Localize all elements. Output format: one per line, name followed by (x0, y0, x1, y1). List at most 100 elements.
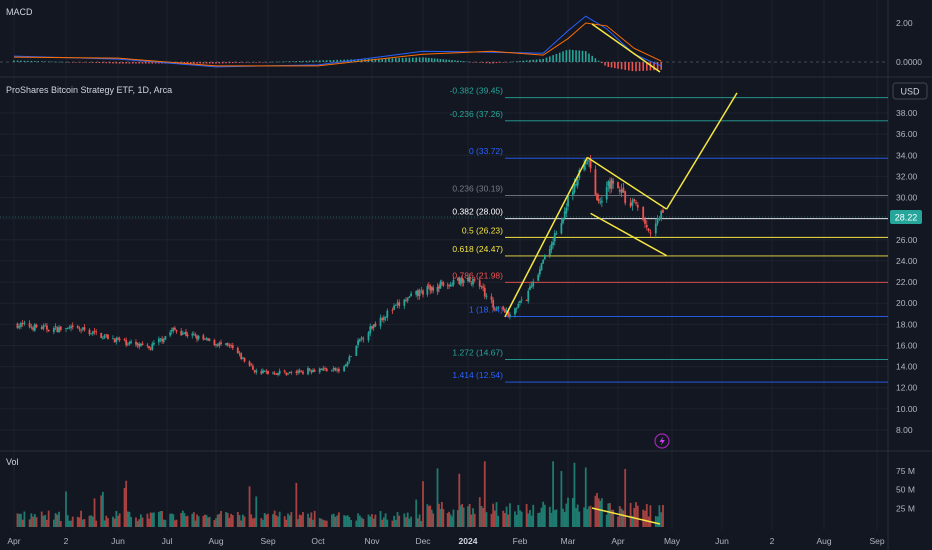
time-axis[interactable]: Apr 2 Jun Jul Aug Sep Oct Nov Dec 2024 Feb Mar Apr Ma… (7, 536, 884, 546)
candle-body (537, 274, 540, 281)
candle-body (262, 370, 264, 374)
volume-bar (571, 498, 574, 527)
candle-body (490, 296, 493, 300)
candle-body (175, 330, 178, 332)
time-tick-label: Feb (513, 536, 528, 546)
time-tick-label: Jul (162, 536, 173, 546)
candle-body (149, 348, 152, 350)
candle-body (588, 160, 590, 162)
candle-body (202, 335, 205, 340)
volume-bar (379, 511, 382, 527)
volume-bar (394, 520, 397, 527)
volume-bar (230, 513, 232, 527)
macd-histogram-bar (315, 60, 318, 62)
candle-body (553, 233, 556, 242)
macd-tick-label: 2.00 (896, 18, 913, 28)
lightning-icon[interactable] (654, 433, 670, 449)
macd-histogram-bar (357, 59, 359, 62)
volume-bar (170, 513, 173, 527)
volume-bar (169, 513, 172, 527)
candle-body (186, 334, 189, 336)
candle-body (607, 181, 610, 187)
candle-body (213, 340, 216, 346)
volume-bar (320, 518, 323, 527)
candle-body (183, 332, 186, 334)
candle-body (252, 366, 254, 370)
volume-bar (542, 501, 545, 527)
candle-body (538, 269, 541, 275)
volume-bar (334, 516, 337, 527)
macd-tick-label: 0.0000 (896, 57, 922, 67)
volume-bar (185, 516, 187, 527)
volume-bar (422, 481, 424, 527)
candle-body (461, 277, 464, 283)
volume-bar (81, 519, 84, 527)
price-tick-label: 12.00 (896, 383, 918, 393)
volume-bar (480, 506, 483, 527)
candle-body (275, 374, 278, 375)
candle-body (449, 285, 452, 287)
candle-body (656, 217, 659, 224)
candle-body (23, 322, 26, 324)
volume-bar (635, 502, 637, 527)
macd-histogram-bar (371, 58, 373, 62)
macd-histogram-bar (535, 59, 538, 62)
price-tick-label: 32.00 (896, 171, 918, 181)
candle-body (372, 324, 375, 328)
macd-histogram-bar (30, 60, 33, 62)
candle-body (218, 342, 221, 346)
volume-bar (253, 517, 256, 527)
candle-body (81, 327, 84, 330)
price-tick-label: 38.00 (896, 108, 918, 118)
volume-bar (538, 512, 541, 527)
volume-bar (515, 514, 518, 527)
volume-bar (295, 482, 298, 527)
macd-histogram-bar (16, 60, 19, 62)
volume-bar (348, 516, 351, 527)
candle-body (452, 280, 455, 285)
macd-panel: MACD (0, 7, 888, 73)
volume-bar (472, 508, 474, 527)
price-tick-label: 16.00 (896, 340, 918, 350)
candle-body (405, 300, 407, 302)
volume-bar (470, 514, 473, 527)
candle-body (324, 368, 326, 369)
volume-bar (88, 515, 91, 527)
macd-histogram-bar (131, 62, 134, 64)
volume-bar (288, 515, 291, 527)
macd-histogram-bar (430, 58, 433, 62)
volume-bar (374, 514, 377, 527)
macd-histogram-bar (336, 59, 338, 62)
candle-body (54, 326, 57, 328)
volume-bar (324, 520, 326, 527)
volume-bar (543, 504, 546, 527)
volume-bar (157, 512, 160, 527)
candle-body (260, 371, 263, 374)
candle-body (204, 338, 206, 340)
price-axis[interactable]: 8.00 10.00 12.00 14.00 16.00 18.00 20.00 22.00 2… (896, 18, 922, 513)
currency-button[interactable]: USD (892, 82, 928, 100)
macd-histogram-bar (422, 57, 424, 62)
candle-body (540, 263, 543, 271)
macd-histogram-bar (649, 62, 652, 71)
volume-bar (567, 497, 569, 527)
candle-body (633, 199, 636, 202)
volume-bar (47, 510, 50, 527)
candle-body (571, 191, 574, 196)
price-tick-label: 36.00 (896, 129, 918, 139)
volume-bar (123, 488, 126, 527)
volume-bar (238, 515, 241, 527)
volume-bar (139, 514, 142, 527)
candle-body (383, 317, 385, 321)
volume-bar (213, 520, 216, 527)
volume-bar (95, 520, 98, 527)
volume-bar (563, 511, 566, 527)
macd-histogram-bar (212, 62, 214, 64)
volume-bar (605, 514, 608, 527)
volume-bar (28, 519, 31, 527)
macd-histogram-bar (575, 50, 577, 62)
macd-histogram-bar (613, 62, 616, 69)
volume-bar (367, 514, 370, 527)
candle-body (360, 337, 363, 340)
volume-bar (622, 510, 625, 527)
